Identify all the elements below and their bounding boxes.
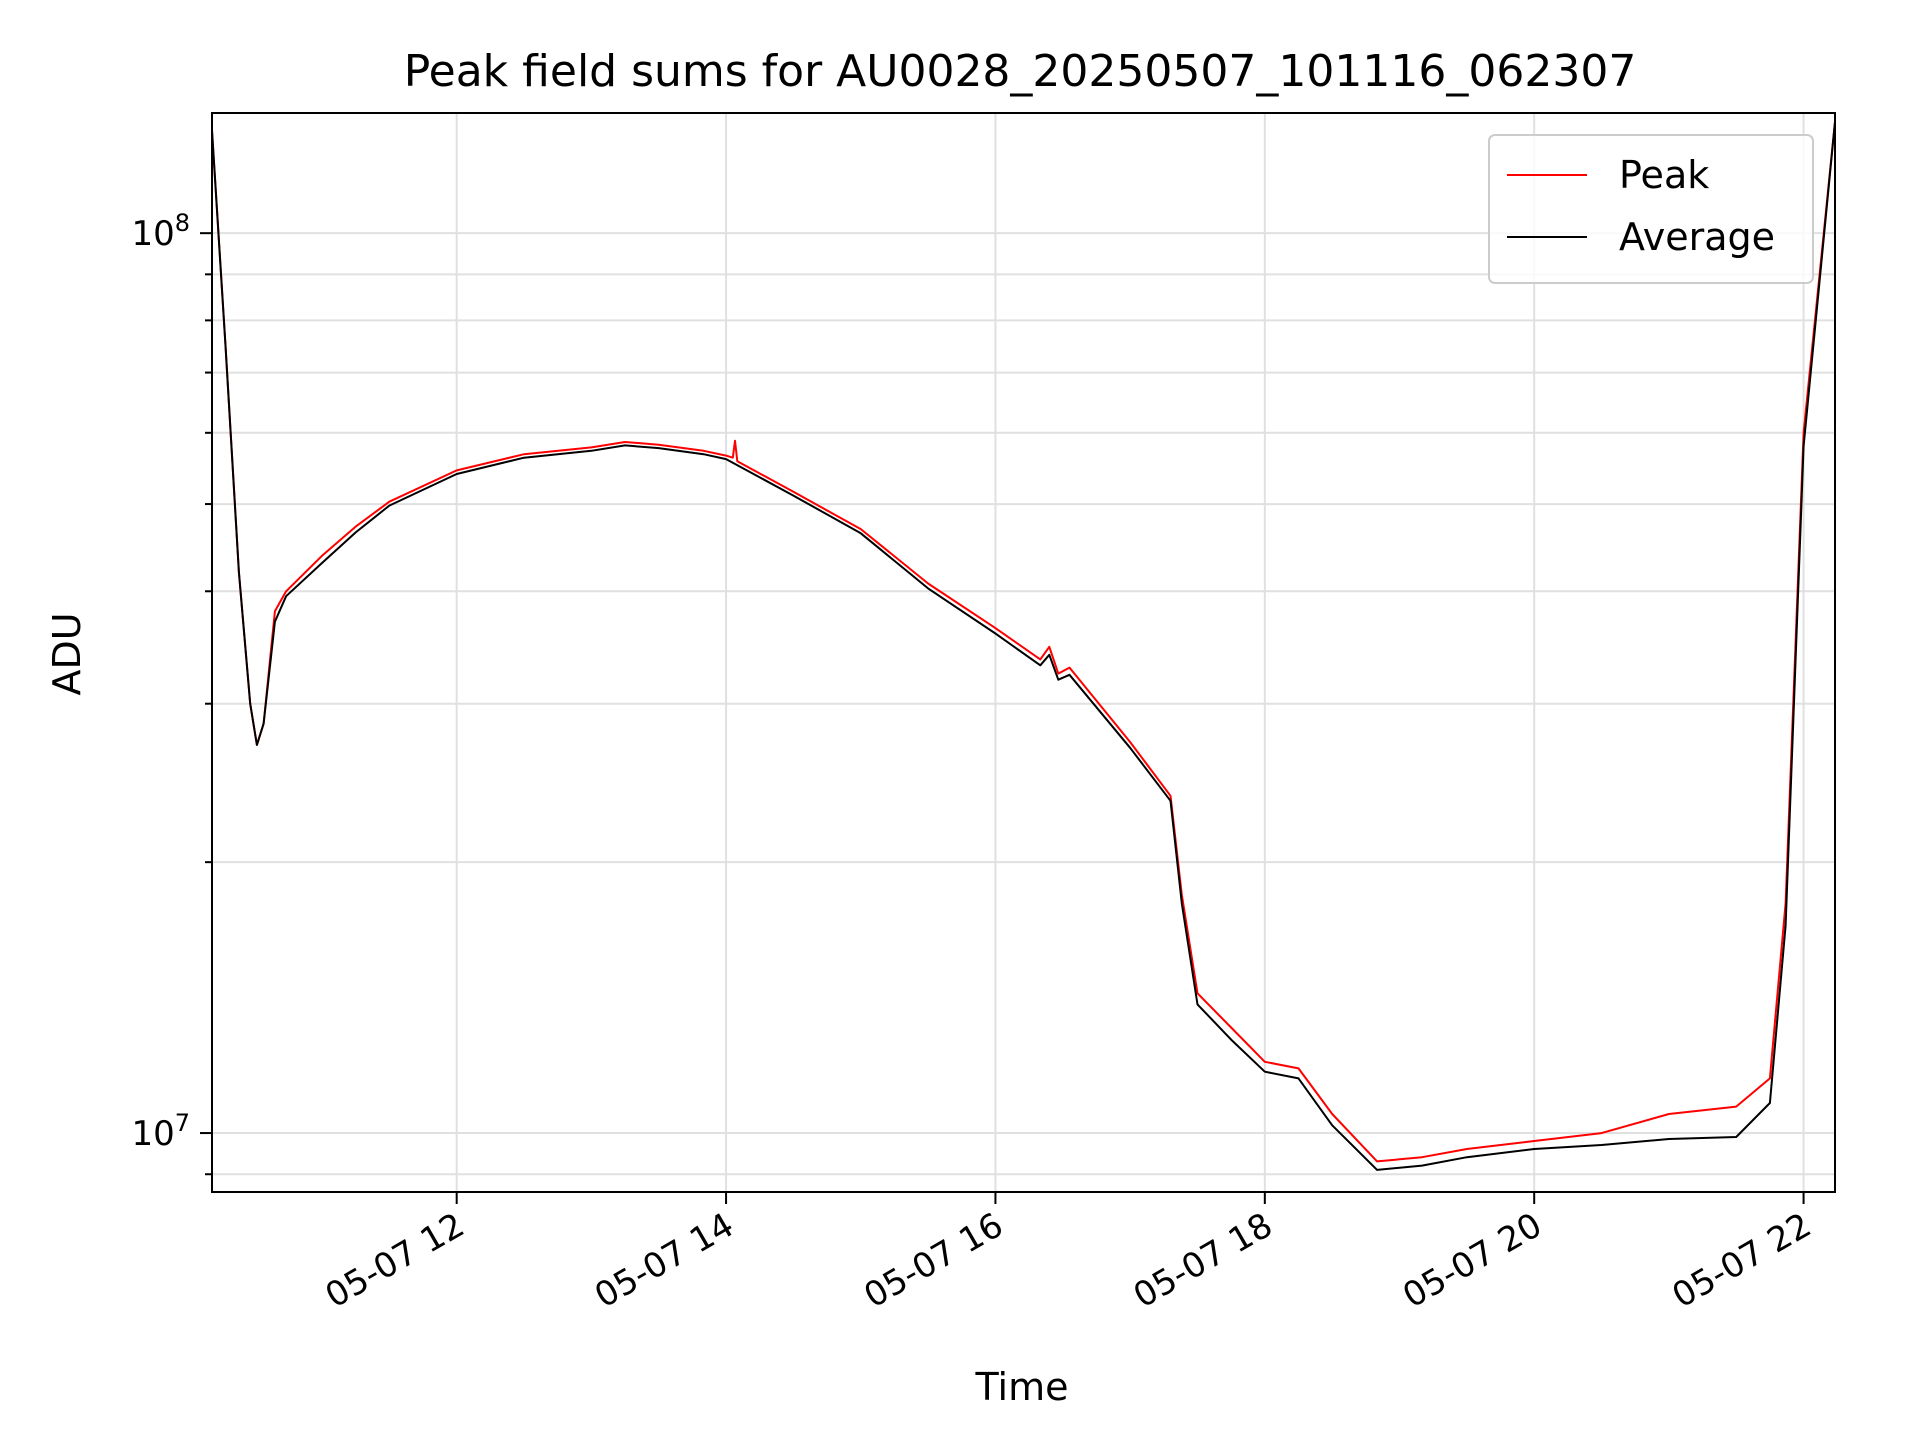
- series-line-average: [212, 121, 1835, 1171]
- grid: [212, 113, 1835, 1192]
- legend: Peak Average: [1488, 134, 1814, 284]
- y-tick-label: 108: [131, 209, 190, 254]
- legend-label-peak: Peak: [1619, 153, 1709, 197]
- chart-title: Peak field sums for AU0028_20250507_1011…: [404, 46, 1637, 97]
- series-layer: [212, 121, 1835, 1171]
- plot-frame: [211, 112, 1836, 1193]
- legend-box: [1488, 134, 1814, 284]
- x-axis-label: Time: [975, 1365, 1069, 1409]
- series-line-peak: [212, 121, 1835, 1163]
- y-axis: 107 108: [131, 209, 212, 1176]
- legend-label-average: Average: [1619, 215, 1775, 259]
- y-axis-label: ADU: [45, 612, 89, 695]
- y-tick-label: 107: [131, 1109, 190, 1154]
